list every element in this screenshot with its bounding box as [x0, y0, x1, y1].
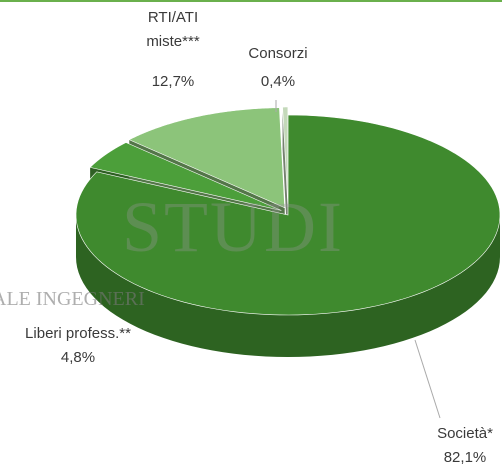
watermark: ALE INGEGNERI: [0, 288, 145, 310]
leader-line: [414, 339, 441, 419]
slice-side: [76, 215, 500, 357]
slice: [89, 142, 282, 211]
slice: [128, 107, 286, 209]
slice-label: Società*: [437, 425, 493, 442]
watermark: STUDI: [122, 187, 344, 267]
slice: [75, 114, 501, 316]
top-rule: [0, 0, 502, 2]
slice-side: [282, 107, 288, 250]
slice-label: Liberi profess.**: [25, 325, 131, 342]
slice: [282, 106, 289, 208]
value-label: 0,4%: [260, 73, 296, 90]
value-label: 4,8%: [60, 349, 96, 366]
value-label: 82,1%: [443, 449, 487, 466]
value-label: 12,7%: [151, 73, 195, 90]
slice-label: RTI/ATI miste***: [146, 9, 200, 50]
slice-label: Consorzi: [248, 45, 308, 62]
